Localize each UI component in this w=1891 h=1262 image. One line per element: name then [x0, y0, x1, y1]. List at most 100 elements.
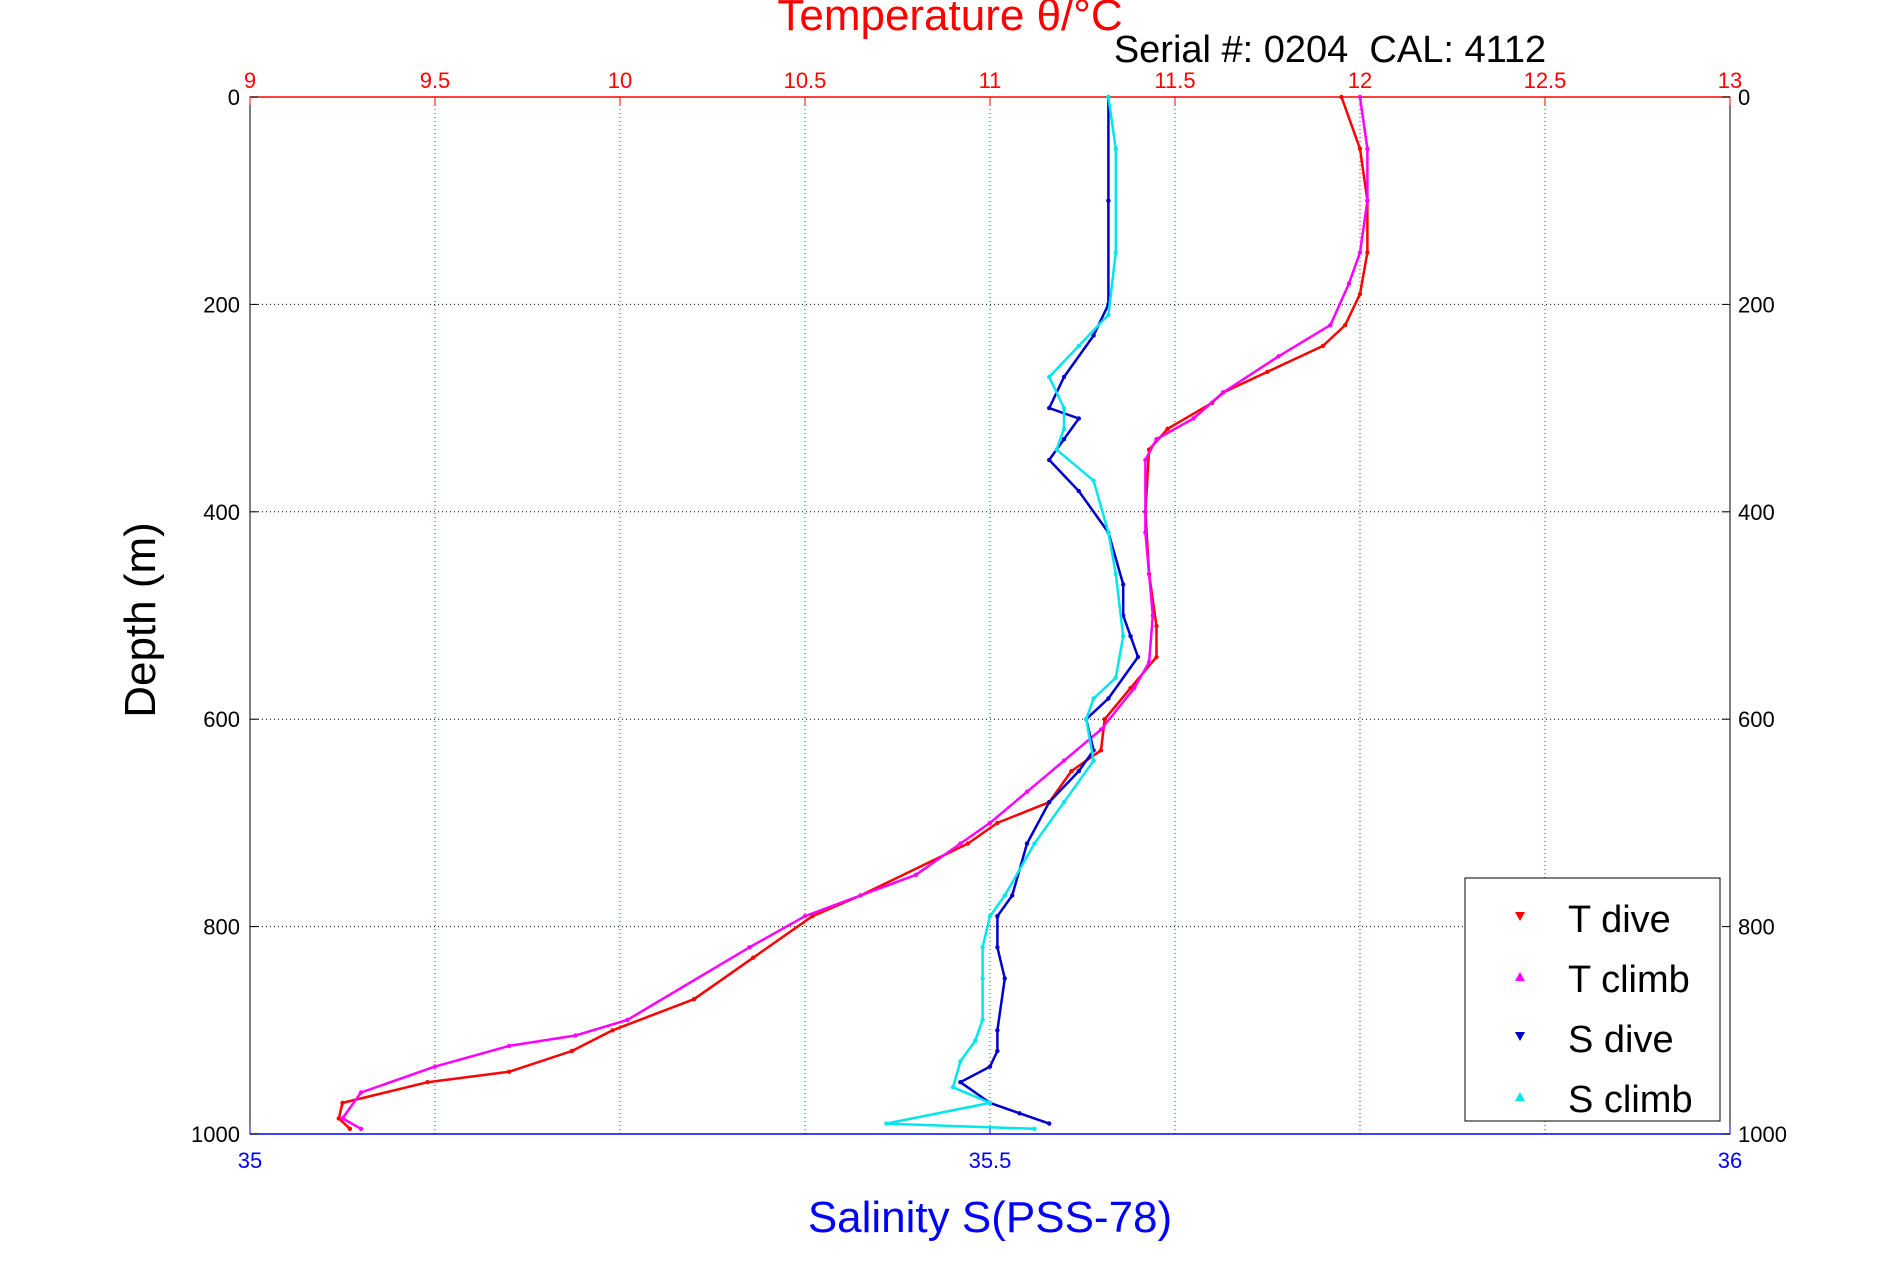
series-line — [341, 96, 1369, 1130]
data-point — [1357, 146, 1363, 151]
series-line — [337, 96, 1369, 1130]
data-point — [1150, 613, 1156, 618]
data-point — [1061, 800, 1067, 805]
legend-label: S dive — [1568, 1019, 1674, 1061]
data-point — [1032, 841, 1037, 846]
data-point — [1102, 717, 1107, 722]
data-point — [1106, 312, 1111, 317]
data-point — [1002, 976, 1007, 981]
data-point — [340, 1116, 345, 1121]
data-point — [1339, 94, 1344, 100]
legend-marker — [1515, 1032, 1525, 1041]
salinity-tick-label: 35 — [238, 1148, 262, 1173]
temperature-tick-label: 12.5 — [1524, 68, 1567, 93]
data-point — [747, 945, 752, 950]
data-point — [958, 841, 963, 846]
data-point — [358, 1126, 364, 1132]
legend-label: T climb — [1568, 959, 1690, 1001]
chart-subtitle: Serial #: 0204 CAL: 4112 — [1114, 29, 1546, 71]
data-point — [995, 914, 1000, 919]
salinity-tick-label: 36 — [1718, 1148, 1742, 1173]
data-point — [1061, 374, 1067, 380]
data-point — [1128, 685, 1133, 691]
data-point — [1076, 768, 1082, 774]
data-point — [1328, 322, 1333, 328]
temperature-tick-label: 10 — [608, 68, 632, 93]
data-point — [987, 914, 993, 919]
data-point — [950, 1085, 956, 1090]
data-point — [987, 1100, 993, 1106]
data-point — [1061, 437, 1067, 442]
data-point — [995, 1048, 1000, 1054]
temperature-tick-label: 12 — [1348, 68, 1372, 93]
depth-tick-label-right: 800 — [1738, 915, 1775, 940]
data-point — [1091, 333, 1096, 338]
data-point — [987, 1064, 993, 1069]
data-point — [995, 820, 1000, 826]
data-point — [1106, 94, 1111, 100]
data-point — [1146, 660, 1152, 665]
data-point — [506, 1043, 512, 1049]
chart-title: Temperature θ/°C — [777, 0, 1122, 40]
data-point — [751, 955, 756, 960]
temperature-tick-label: 13 — [1718, 68, 1742, 93]
data-point — [347, 1126, 353, 1132]
data-point — [1365, 250, 1370, 255]
data-point — [1121, 634, 1126, 639]
x-axis-title: Salinity S(PSS-78) — [808, 1193, 1172, 1242]
depth-tick-label-left: 600 — [203, 707, 240, 732]
data-point — [995, 1028, 1000, 1033]
legend-label: T dive — [1568, 899, 1671, 941]
data-point — [1047, 405, 1052, 411]
temperature-tick-label: 11.5 — [1154, 68, 1195, 93]
data-point — [1113, 675, 1119, 680]
data-point — [625, 1017, 630, 1023]
data-point — [958, 1080, 963, 1085]
depth-tick-label-right: 400 — [1738, 500, 1775, 525]
legend-marker — [1515, 912, 1525, 921]
data-point — [1143, 457, 1148, 463]
data-point — [1069, 768, 1074, 774]
data-point — [1165, 426, 1170, 431]
data-point — [340, 1100, 345, 1106]
data-point — [1061, 405, 1067, 411]
temperature-tick-label: 9.5 — [420, 68, 451, 93]
data-point — [995, 945, 1000, 950]
data-point — [1106, 696, 1111, 701]
data-point — [1346, 281, 1352, 286]
data-point — [1143, 530, 1148, 535]
legend-label: S climb — [1568, 1079, 1693, 1121]
data-point — [1098, 727, 1104, 732]
series-s-dive — [958, 94, 1141, 1126]
data-point — [1091, 478, 1096, 483]
data-point — [1076, 416, 1082, 421]
data-point — [1024, 841, 1030, 846]
data-point — [1276, 354, 1281, 359]
data-point — [802, 914, 808, 919]
data-point — [358, 1090, 364, 1095]
data-point — [1191, 416, 1196, 421]
data-point — [1113, 571, 1119, 577]
data-point — [1098, 748, 1104, 753]
data-point — [980, 976, 985, 981]
data-point — [1024, 789, 1030, 794]
data-point — [1320, 343, 1326, 349]
data-point — [1002, 893, 1007, 898]
data-point — [1106, 198, 1111, 203]
legend-marker — [1515, 1092, 1525, 1101]
data-point — [1061, 426, 1067, 431]
data-series — [336, 94, 1370, 1132]
data-point — [1054, 447, 1059, 452]
series-line — [885, 96, 1125, 1131]
depth-tick-label-left: 200 — [203, 292, 240, 317]
data-point — [1365, 146, 1370, 151]
depth-tick-label-left: 0 — [228, 85, 240, 110]
data-point — [1010, 893, 1015, 898]
series-t-dive — [336, 94, 1370, 1132]
data-point — [1091, 696, 1096, 701]
data-point — [1357, 250, 1363, 255]
data-point — [965, 841, 970, 846]
data-point — [973, 1038, 978, 1043]
